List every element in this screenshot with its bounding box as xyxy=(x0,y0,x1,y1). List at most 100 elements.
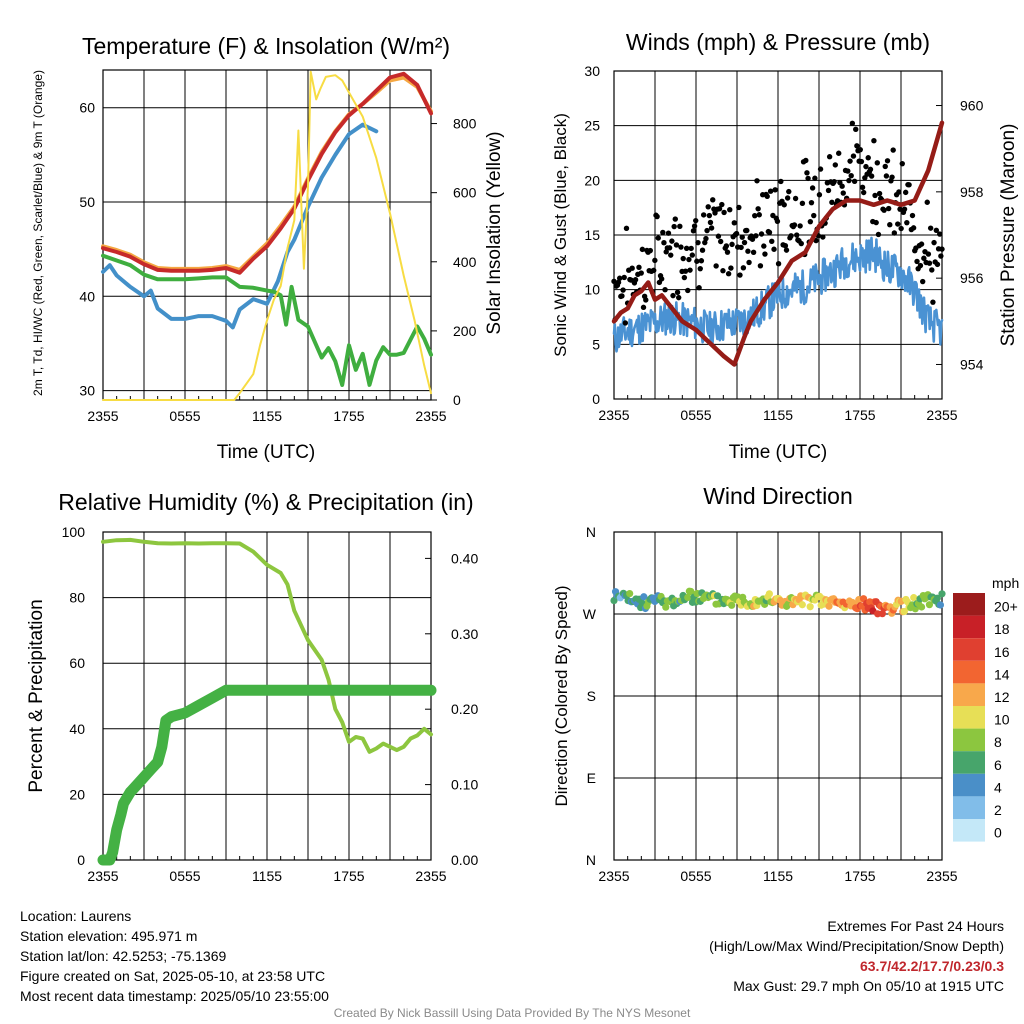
winds-gust-point-170 xyxy=(804,170,810,176)
winds-gust-point-76 xyxy=(697,265,703,272)
winds-x-tick-2: 1155 xyxy=(763,407,793,423)
winds-gust-point-96 xyxy=(720,268,726,274)
winds-gust-point-99 xyxy=(723,243,730,249)
wdir-legend-swatch-5 xyxy=(953,706,985,729)
rh-frame: 2355 0555 1155 1755 2355 xyxy=(87,531,447,884)
rh-left-axis-label: Percent & Precipitation xyxy=(26,599,47,792)
wdir-left-axis-label: Direction (Colored By Speed) xyxy=(552,585,571,806)
wdir-legend-swatch-10 xyxy=(953,819,985,842)
winds-gust-point-119 xyxy=(746,259,752,266)
winds-gust-point-246 xyxy=(890,147,896,153)
winds-gust-point-81 xyxy=(703,235,709,242)
winds-gust-point-62 xyxy=(681,274,688,281)
temp-y-right-tick-4: 800 xyxy=(453,116,477,132)
winds-gust-point-111 xyxy=(737,272,743,278)
winds-gust-point-135 xyxy=(764,193,770,200)
winds-gust-point-82 xyxy=(704,227,710,234)
winds-gust-point-70 xyxy=(690,228,697,234)
rh-y-left-tick-5: 100 xyxy=(62,524,86,540)
winds-gust-point-36 xyxy=(652,257,658,264)
winds-gust-point-65 xyxy=(685,287,691,294)
winds-gust-point-22 xyxy=(636,264,642,271)
wdir-legend-swatch-4 xyxy=(953,683,985,706)
winds-gust-point-83 xyxy=(705,204,711,210)
wdir-x-tick-0: 2355 xyxy=(598,868,629,884)
winds-gust-point-169 xyxy=(803,157,809,164)
winds-gust-point-141 xyxy=(771,246,777,252)
winds-gust-point-234 xyxy=(876,190,883,197)
wdir-legend-swatch-9 xyxy=(953,796,985,819)
winds-gust-point-243 xyxy=(887,222,893,228)
winds-gust-point-281 xyxy=(930,299,936,305)
winds-gust-point-253 xyxy=(898,225,904,232)
winds-gust-point-184 xyxy=(820,234,826,240)
wdir-point-10 xyxy=(626,589,634,598)
winds-gust-point-144 xyxy=(774,218,781,224)
wdir-y-tick-3: E xyxy=(587,770,596,786)
rh-title: Relative Humidity (%) & Precipitation (i… xyxy=(58,489,473,515)
extremes-heading: Extremes For Past 24 Hours xyxy=(827,918,1004,934)
wdir-point-206 xyxy=(933,594,941,602)
winds-gust-point-208 xyxy=(847,158,853,164)
winds-gust-point-233 xyxy=(875,231,882,238)
winds-y-right-tick-3: 960 xyxy=(960,98,984,114)
winds-gust-point-288 xyxy=(938,253,944,259)
station-info: Location: Laurens Station elevation: 495… xyxy=(20,906,329,1006)
temp-x-axis-label: Time (UTC) xyxy=(217,442,316,463)
winds-series: 0 5 10 15 20 25 30 954 956 958 960 xyxy=(584,63,983,407)
rh-y-right-tick-3: 0.30 xyxy=(451,626,478,642)
winds-gust-point-66 xyxy=(686,256,692,263)
winds-x-tick-0: 2355 xyxy=(598,407,629,423)
winds-gust-point-123 xyxy=(750,249,757,255)
winds-gust-point-287 xyxy=(937,231,943,237)
wdir-title: Wind Direction xyxy=(703,483,853,509)
winds-y-right-tick-2: 958 xyxy=(960,184,984,200)
winds-gust-point-256 xyxy=(901,206,908,212)
winds-gust-point-189 xyxy=(825,187,832,194)
winds-series-line-0 xyxy=(612,236,944,353)
wdir-point-99 xyxy=(765,590,773,598)
station-latlon: Station lat/lon: 42.5253; -75.1369 xyxy=(20,948,227,964)
temp-y-left-tick-2: 50 xyxy=(79,194,95,210)
winds-gust-point-289 xyxy=(939,246,945,252)
winds-gust-point-181 xyxy=(816,192,823,198)
rh-y-right-tick-0: 0.00 xyxy=(451,852,478,868)
temp-title: Temperature (F) & Insolation (W/m²) xyxy=(82,33,450,59)
temp-series-line-1 xyxy=(101,71,433,275)
winds-y-left-tick-3: 15 xyxy=(584,227,600,243)
winds-gust-point-260 xyxy=(906,182,912,188)
wdir-point-201 xyxy=(925,601,934,609)
wdir-legend-label-6: 8 xyxy=(994,734,1002,750)
wdir-point-33 xyxy=(662,603,670,611)
winds-title: Winds (mph) & Pressure (mb) xyxy=(626,29,930,55)
winds-gust-point-118 xyxy=(745,248,751,254)
winds-gust-point-226 xyxy=(867,166,874,173)
winds-gust-point-52 xyxy=(670,292,676,299)
rh-y-right-tick-1: 0.10 xyxy=(451,777,478,793)
wdir-legend-label-4: 12 xyxy=(994,689,1010,705)
wdir-legend-label-5: 10 xyxy=(994,712,1010,728)
winds-gust-point-219 xyxy=(859,184,866,191)
temp-y-right-tick-3: 600 xyxy=(453,185,477,201)
winds-gust-point-100 xyxy=(724,249,731,255)
winds-gust-point-94 xyxy=(717,238,724,245)
wdir-y-tick-1: W xyxy=(583,606,597,622)
winds-gust-point-32 xyxy=(647,247,654,254)
winds-gust-point-273 xyxy=(921,255,927,261)
winds-gust-point-270 xyxy=(917,262,924,269)
winds-gust-point-202 xyxy=(840,190,846,196)
winds-gust-point-85 xyxy=(707,219,714,226)
extremes-values: 63.7/42.2/17.7/0.23/0.3 xyxy=(859,958,1004,974)
temp-x-tick-3: 1755 xyxy=(333,408,364,424)
wdir-series: N W S E N xyxy=(583,524,946,868)
winds-gust-point-145 xyxy=(775,260,782,267)
credit-line: Created By Nick Bassill Using Data Provi… xyxy=(333,1006,691,1020)
winds-gust-point-250 xyxy=(895,221,901,227)
winds-gust-point-201 xyxy=(839,183,845,189)
winds-gust-point-177 xyxy=(812,175,818,181)
winds-gust-point-63 xyxy=(682,268,689,274)
winds-gust-point-161 xyxy=(794,232,800,238)
wdir-x-tick-2: 1155 xyxy=(763,868,793,884)
temp-y-right-tick-1: 200 xyxy=(453,323,477,339)
